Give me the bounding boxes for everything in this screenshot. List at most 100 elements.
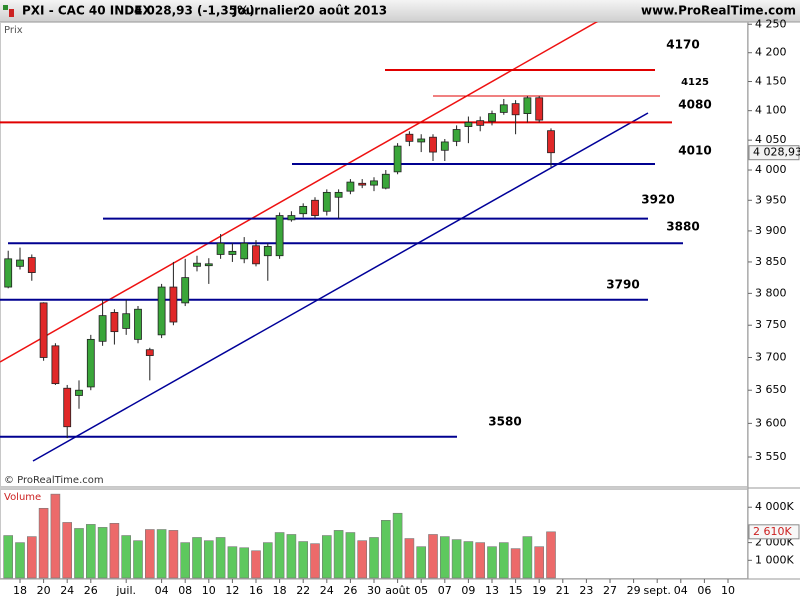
volume-bar xyxy=(298,541,309,579)
volume-bar xyxy=(204,540,214,579)
x-tick-label: 20 xyxy=(37,584,51,597)
y-tick-label: 4 000 xyxy=(755,163,787,176)
x-tick-label: 10 xyxy=(721,584,735,597)
date: 20 août 2013 xyxy=(298,4,387,18)
y-tick-label: 4 000K xyxy=(755,500,794,513)
y-tick-label: 3 650 xyxy=(755,383,787,396)
volume-bar xyxy=(357,540,368,579)
volume-bar xyxy=(380,520,391,579)
x-tick-label: 24 xyxy=(60,584,74,597)
header-bar xyxy=(0,0,800,22)
candle-body xyxy=(134,308,142,340)
y-tick-label: 3 800 xyxy=(755,286,787,299)
volume-bar xyxy=(546,531,556,579)
level-label: 4170 xyxy=(666,38,699,52)
x-tick-label: 08 xyxy=(178,584,192,597)
volume-bar xyxy=(392,512,403,579)
candle-body xyxy=(216,242,225,255)
x-tick-label: 26 xyxy=(84,584,98,597)
level-label: 4080 xyxy=(678,98,711,112)
candle-body xyxy=(228,250,237,255)
volume-bar xyxy=(286,534,297,579)
candle-body xyxy=(4,258,13,288)
level-label: 3790 xyxy=(606,278,639,292)
level-label: 3580 xyxy=(488,415,521,429)
volume-bar xyxy=(192,537,202,579)
candle-body xyxy=(346,181,355,192)
candle-body xyxy=(39,302,48,358)
candle-body xyxy=(299,205,308,215)
candle-body xyxy=(535,97,544,121)
volume-bar xyxy=(428,534,438,579)
x-tick-label: 09 xyxy=(461,584,475,597)
x-tick-label: 22 xyxy=(296,584,310,597)
candle-body xyxy=(476,120,485,126)
last-price-box xyxy=(748,145,800,161)
candle-body xyxy=(334,191,343,198)
x-tick-label: 07 xyxy=(438,584,452,597)
candle-body xyxy=(429,136,437,153)
last-volume-label: 2 610K xyxy=(753,525,792,538)
candle-body xyxy=(204,263,213,267)
candle-body xyxy=(311,199,319,216)
icon xyxy=(9,9,14,17)
x-tick-label: 18 xyxy=(13,584,27,597)
volume-bar xyxy=(369,537,379,579)
trendline xyxy=(0,22,599,363)
volume-bar xyxy=(156,529,167,579)
volume-bar xyxy=(180,542,190,579)
volume-bar xyxy=(145,529,155,579)
volume-bar xyxy=(15,542,25,579)
candle-body xyxy=(157,286,166,336)
trendlines xyxy=(0,22,649,462)
volume-bar xyxy=(416,546,427,579)
volume-bar xyxy=(239,547,249,579)
candle-body xyxy=(51,345,60,385)
quote: 4 028,93 (-1,35%) xyxy=(134,4,255,18)
candle-body xyxy=(405,133,414,142)
site: www.ProRealTime.com xyxy=(641,4,796,18)
volume-bar xyxy=(251,550,261,579)
source: © ProRealTime.com xyxy=(4,475,104,486)
candle-body xyxy=(370,180,378,186)
x-tick-label: 13 xyxy=(485,584,499,597)
volume-bar xyxy=(404,538,415,579)
volume-bar xyxy=(97,527,108,579)
candle-body xyxy=(86,338,95,388)
candle-body xyxy=(523,97,532,114)
volume-bar xyxy=(333,530,344,579)
candle-body xyxy=(145,349,154,356)
x-tick-label: 29 xyxy=(627,584,641,597)
y-tick-label: 4 200 xyxy=(755,46,787,59)
candle-body xyxy=(252,245,260,265)
volume-bar xyxy=(109,523,120,579)
x-tick-label: 12 xyxy=(225,584,239,597)
volume-bar xyxy=(168,530,179,579)
candle-body xyxy=(381,173,390,189)
x-tick-label: 21 xyxy=(556,584,570,597)
volume-bar xyxy=(215,537,226,579)
y-tick-label: 3 550 xyxy=(755,450,787,463)
volume-bar xyxy=(26,536,37,579)
candle-body xyxy=(275,215,284,257)
candle-body xyxy=(98,315,107,342)
candle-body xyxy=(464,122,473,127)
x-tick-label: 04 xyxy=(155,584,169,597)
candle-body xyxy=(181,277,190,304)
volume-bar xyxy=(345,532,356,579)
candle-body xyxy=(358,182,367,186)
volume-bar xyxy=(50,493,61,579)
candle-body xyxy=(263,245,272,257)
volume-bar xyxy=(439,536,450,579)
x-tick-label: 27 xyxy=(603,584,617,597)
volume-bar xyxy=(38,507,49,579)
volume-label: Volume xyxy=(4,492,41,503)
y-tick-label: 4 100 xyxy=(755,104,787,117)
candle-body xyxy=(63,387,72,428)
last-price-label: 4 028,93 xyxy=(753,146,800,159)
x-tick-label: 10 xyxy=(202,584,216,597)
symbol: PXI - CAC 40 INDEX xyxy=(22,4,152,18)
volume-bar xyxy=(498,542,509,579)
volume-bar xyxy=(321,535,332,579)
